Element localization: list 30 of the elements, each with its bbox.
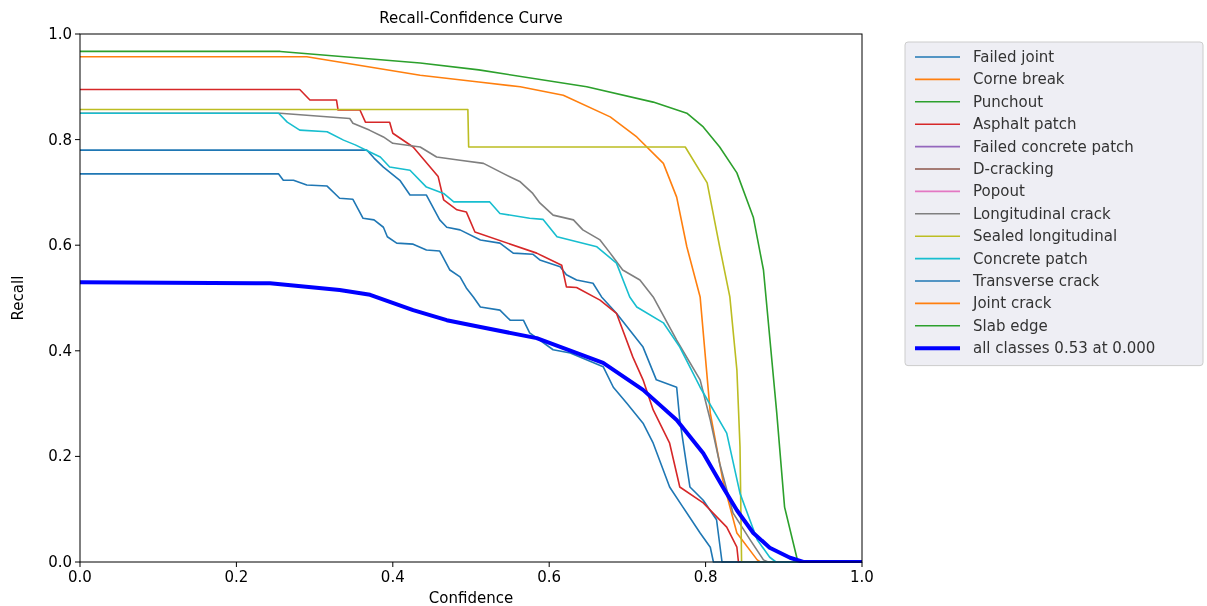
line-series (80, 280, 862, 563)
legend-label: Slab edge (973, 316, 1048, 335)
legend-label: Popout (973, 182, 1025, 201)
chart-title: Recall-Confidence Curve (379, 9, 563, 27)
y-tick-label: 0.2 (48, 447, 72, 466)
x-tick-label: 0.8 (693, 568, 718, 586)
x-tick-label: 0.2 (224, 568, 249, 586)
x-axis-title: Confidence (428, 589, 514, 606)
legend-label: Joint crack (972, 294, 1052, 313)
legend-label: Sealed longitudinal (973, 227, 1118, 246)
y-tick-label: 0.0 (48, 553, 72, 571)
x-tick-label: 0.0 (68, 568, 92, 586)
legend-label: Concrete patch (973, 249, 1088, 268)
y-tick-label: 0.8 (48, 130, 72, 149)
y-tick-label: 1.0 (48, 25, 72, 43)
y-tick-label: 0.4 (48, 341, 72, 360)
y-tick-label: 0.6 (48, 236, 72, 255)
x-tick-label: 1.0 (850, 568, 874, 586)
legend-label: Failed concrete patch (973, 137, 1134, 156)
legend-label: Asphalt patch (973, 115, 1077, 134)
y-axis-title: Recall (9, 275, 27, 321)
legend-label: all classes 0.53 at 0.000 (973, 339, 1156, 358)
legend-label: Punchout (973, 92, 1044, 111)
legend-label: Transverse crack (972, 272, 1100, 290)
legend-label: Failed joint (973, 48, 1055, 66)
legend-label: Corne break (973, 70, 1065, 89)
x-tick-label: 0.6 (537, 568, 562, 586)
legend-label: Longitudinal crack (973, 204, 1112, 223)
legend-label: D-cracking (973, 160, 1054, 178)
x-tick-label: 0.4 (380, 568, 405, 586)
